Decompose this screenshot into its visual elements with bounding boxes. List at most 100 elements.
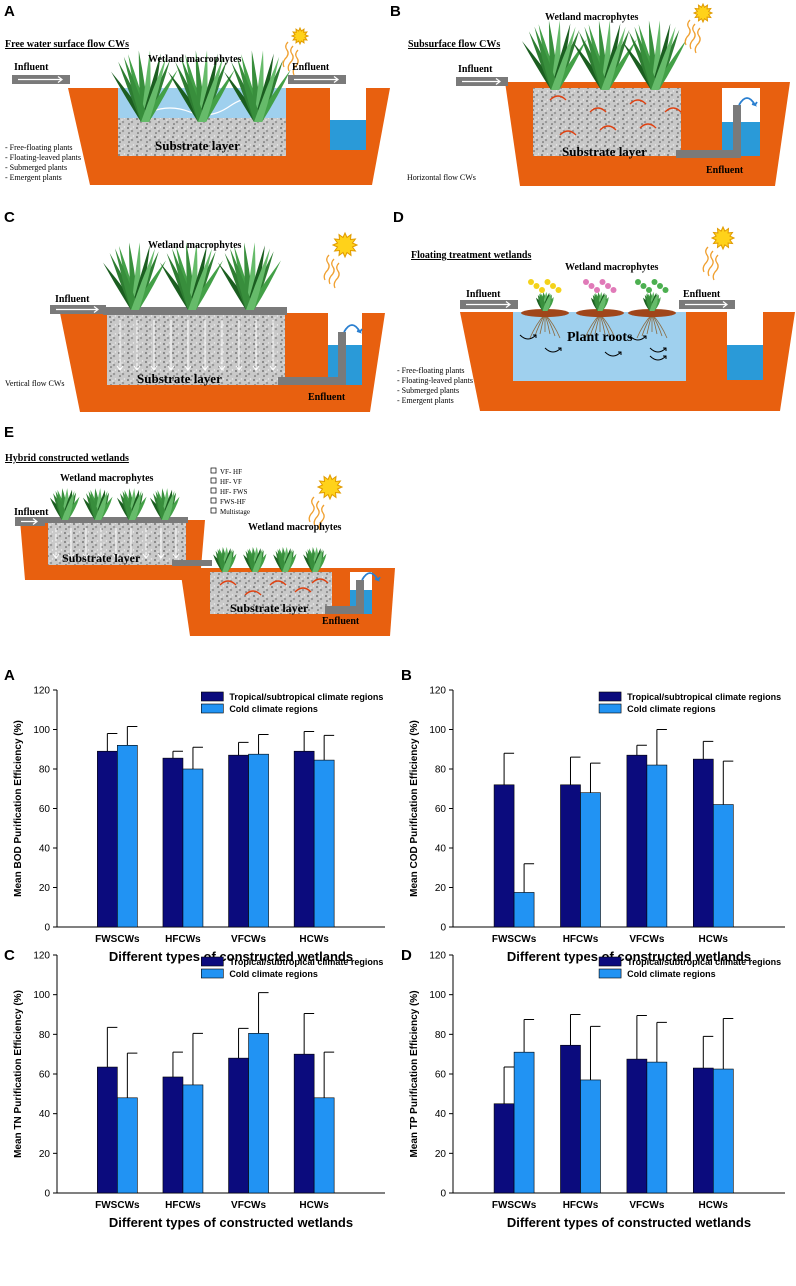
flower bbox=[533, 283, 540, 289]
diagram-title: Hybrid constructed wetlands bbox=[5, 453, 129, 464]
bar bbox=[313, 1097, 335, 1194]
panel-label: C bbox=[4, 947, 15, 964]
list-item: - Free-floating plants bbox=[397, 366, 465, 375]
error-bar bbox=[172, 1051, 183, 1077]
label: Substrate layer bbox=[62, 551, 141, 565]
sun-ray bbox=[308, 496, 315, 523]
flow-arrow bbox=[172, 528, 180, 559]
bar bbox=[513, 892, 535, 928]
error-bar bbox=[126, 1052, 138, 1098]
error-bar bbox=[323, 734, 335, 761]
label: Enfluent bbox=[322, 616, 360, 627]
bar bbox=[626, 1058, 648, 1194]
label: Wetland macrophytes bbox=[148, 54, 242, 65]
diagram-shapes bbox=[12, 2, 795, 636]
plant-leaf bbox=[94, 491, 108, 520]
flow-arrow bbox=[52, 528, 60, 559]
plant-leaf bbox=[651, 26, 676, 90]
bar bbox=[162, 757, 184, 928]
flow-arrow bbox=[97, 528, 105, 559]
y-tick-label: 0 bbox=[44, 923, 50, 934]
label: Substrate layer bbox=[562, 144, 647, 159]
flow-arrow bbox=[629, 99, 647, 105]
substrate bbox=[118, 118, 286, 156]
error-bar bbox=[106, 1026, 118, 1068]
panel-label: D bbox=[393, 209, 404, 226]
flow-arrow bbox=[629, 335, 647, 341]
y-tick-label: 80 bbox=[435, 765, 447, 776]
error-bar bbox=[589, 762, 601, 793]
y-axis-label: Mean TN Purification Efficiency (%) bbox=[13, 990, 24, 1158]
flower bbox=[635, 279, 641, 285]
legend-box bbox=[210, 477, 217, 484]
flow-arrow bbox=[604, 351, 622, 357]
flower bbox=[605, 283, 611, 289]
list-item: Multistage bbox=[220, 508, 250, 516]
sun bbox=[331, 231, 359, 259]
flower bbox=[539, 287, 545, 293]
diagram-title: Subsurface flow CWs bbox=[408, 39, 500, 50]
bar bbox=[560, 784, 581, 928]
y-tick-label: 120 bbox=[429, 686, 446, 697]
bar bbox=[228, 754, 249, 928]
legend-label: Cold climate regions bbox=[229, 704, 318, 714]
bar bbox=[248, 1033, 269, 1194]
note: Horizontal flow CWs bbox=[407, 173, 476, 182]
flow-arrow bbox=[201, 320, 209, 371]
x-tick-label: FWSCWs bbox=[95, 1200, 140, 1211]
bar bbox=[513, 1051, 535, 1194]
error-bar bbox=[258, 992, 269, 1034]
sun-ray bbox=[328, 258, 335, 285]
error-bar bbox=[126, 726, 138, 746]
pipe bbox=[278, 377, 346, 385]
bar bbox=[712, 804, 734, 928]
list-item: - Submerged plants bbox=[5, 163, 67, 172]
y-tick-label: 40 bbox=[39, 1109, 51, 1120]
legend-swatch bbox=[201, 956, 224, 967]
plant-leaf bbox=[246, 245, 265, 310]
pipe bbox=[103, 307, 287, 315]
list-item: - Free-floating plants bbox=[5, 143, 73, 152]
plant-leaf bbox=[601, 23, 621, 90]
bar bbox=[182, 768, 204, 928]
x-tick-label: VFCWs bbox=[629, 934, 664, 945]
list-item: HF- FWS bbox=[220, 488, 248, 496]
charts: A 0 20 40 60 80 100 120 FWSCWs HFCWs VFCWs HCWs Trop… bbox=[4, 667, 785, 1230]
y-tick-label: 100 bbox=[33, 725, 50, 736]
plant-leaf bbox=[246, 248, 271, 310]
sun-ray bbox=[323, 254, 330, 281]
x-axis-label: Different types of constructed wetlands bbox=[109, 1215, 353, 1230]
label: Wetland macrophytes bbox=[148, 240, 242, 251]
flow-arrow bbox=[664, 107, 682, 113]
bar bbox=[646, 1061, 668, 1194]
substrate bbox=[533, 88, 681, 156]
flower bbox=[640, 283, 647, 289]
flow-arrow bbox=[462, 78, 501, 85]
list-item: - Emergent plants bbox=[397, 396, 454, 405]
error-bar bbox=[702, 740, 714, 760]
flower bbox=[646, 287, 652, 293]
legend-label: Cold climate regions bbox=[229, 969, 318, 979]
y-tick-label: 120 bbox=[33, 951, 50, 962]
error-bar bbox=[636, 744, 647, 756]
plant-leaf bbox=[651, 23, 671, 90]
y-tick-label: 40 bbox=[39, 844, 51, 855]
flow-arrow bbox=[116, 320, 124, 371]
sun-ray bbox=[707, 250, 714, 277]
error-bar bbox=[106, 732, 118, 752]
flow-arrow bbox=[142, 528, 150, 559]
legend-box bbox=[210, 487, 217, 494]
legend-swatch bbox=[201, 703, 224, 714]
y-tick-label: 20 bbox=[435, 883, 447, 894]
error-bar bbox=[656, 729, 667, 766]
bar bbox=[580, 1079, 601, 1194]
legend-swatch bbox=[598, 956, 622, 967]
legend-swatch bbox=[598, 691, 622, 702]
plant-leaf bbox=[123, 56, 149, 122]
list-item: - Floating-leaved plants bbox=[5, 153, 81, 162]
flower bbox=[583, 279, 589, 285]
x-tick-label: FWSCWs bbox=[492, 1200, 537, 1211]
flow-arrow bbox=[167, 320, 175, 371]
plant-leaf bbox=[649, 293, 658, 311]
